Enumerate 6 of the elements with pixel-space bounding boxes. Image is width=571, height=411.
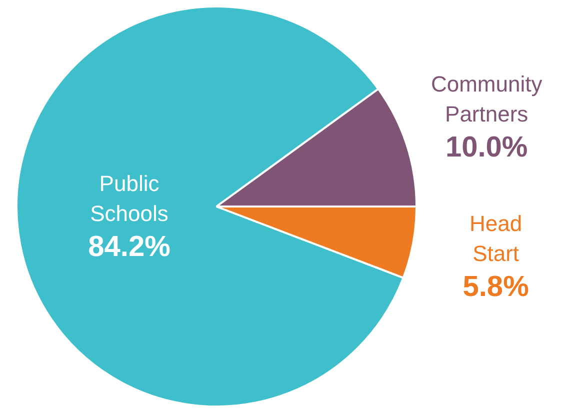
slice-label: Community Partners — [430, 72, 542, 127]
slice-label: Head Start — [470, 210, 522, 266]
data-label: 84.2% — [88, 231, 171, 264]
slice-label: Public Schools — [90, 171, 168, 226]
data-label: 10.0% — [445, 132, 528, 164]
data-label: 5.8% — [462, 270, 530, 303]
